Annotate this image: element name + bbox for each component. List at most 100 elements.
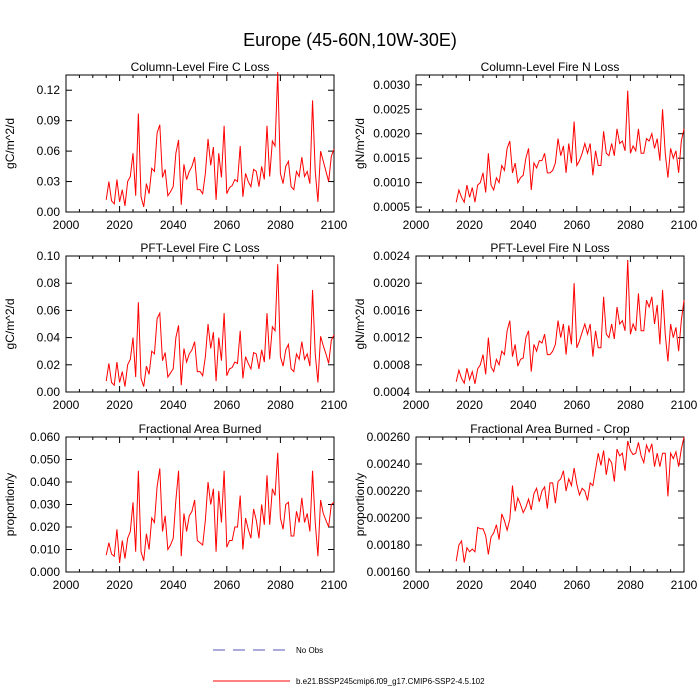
x-tick-label: 2020	[106, 578, 133, 592]
y-tick-label: 0.00260	[367, 430, 411, 444]
panel-title: Fractional Area Burned	[139, 422, 262, 436]
x-tick-label: 2020	[106, 398, 133, 412]
x-tick-label: 2040	[510, 218, 537, 232]
x-tick-label: 2040	[160, 578, 187, 592]
y-tick-label: 0.0016	[373, 303, 410, 317]
x-tick-label: 2000	[53, 218, 80, 232]
legend-series-label: b.e21.BSSP245cmip6.f09_g17.CMIP6-SSP2-4.…	[296, 677, 485, 686]
series-line-1	[105, 71, 335, 208]
panel-title: PFT-Level Fire N Loss	[490, 241, 609, 255]
x-tick-label: 2040	[510, 578, 537, 592]
y-axis-label: proportion/y	[3, 473, 17, 536]
y-tick-label: 0.00	[37, 385, 61, 399]
series-line-1	[455, 90, 685, 204]
y-axis-label: gC/m^2/d	[3, 118, 17, 169]
y-tick-label: 0.020	[30, 520, 60, 534]
plot-frame	[415, 255, 685, 393]
x-tick-label: 2040	[510, 398, 537, 412]
y-axis-label: proportion/y	[353, 473, 367, 536]
y-tick-label: 0.0020	[373, 276, 410, 290]
y-tick-label: 0.0010	[373, 176, 410, 190]
y-tick-label: 0.030	[30, 498, 60, 512]
y-tick-label: 0.0005	[373, 200, 410, 214]
chart-panels: Column-Level Fire C Loss gC/m^2/d 2000 2020…	[3, 60, 698, 592]
y-tick-label: 0.050	[30, 453, 60, 467]
x-tick-label: 2100	[321, 398, 348, 412]
series-line-1	[455, 436, 685, 563]
y-tick-label: 0.000	[30, 565, 60, 579]
x-tick-label: 2100	[321, 578, 348, 592]
y-tick-label: 0.00200	[367, 511, 411, 525]
x-tick-label: 2000	[403, 578, 430, 592]
y-tick-label: 0.06	[37, 144, 61, 158]
x-tick-label: 2080	[617, 398, 644, 412]
legend-no-obs-label: No Obs	[296, 646, 323, 655]
x-tick-label: 2080	[617, 578, 644, 592]
y-tick-label: 0.00220	[367, 484, 411, 498]
x-tick-label: 2040	[160, 398, 187, 412]
y-axis-label: gC/m^2/d	[3, 299, 17, 350]
y-tick-label: 0.00160	[367, 565, 411, 579]
panel-title: Column-Level Fire C Loss	[131, 60, 270, 74]
chart-panel-2: Column-Level Fire N Loss gN/m^2/d 2000 2020…	[353, 60, 698, 232]
series-line-1	[455, 260, 685, 385]
y-axis-label: gN/m^2/d	[353, 118, 367, 169]
x-tick-label: 2040	[160, 218, 187, 232]
plot-frame	[415, 74, 685, 213]
x-tick-label: 2100	[671, 578, 698, 592]
x-tick-label: 2020	[106, 218, 133, 232]
y-tick-label: 0.04	[37, 331, 61, 345]
x-tick-label: 2020	[456, 578, 483, 592]
y-axis-label: gN/m^2/d	[353, 299, 367, 350]
series-line-1	[105, 264, 335, 387]
x-tick-label: 2100	[671, 398, 698, 412]
x-tick-label: 2100	[321, 218, 348, 232]
x-tick-label: 2020	[456, 398, 483, 412]
chart-panel-5: Fractional Area Burned proportion/y 2000 20…	[3, 422, 348, 592]
y-tick-label: 0.0030	[373, 78, 410, 92]
panel-title: PFT-Level Fire C Loss	[140, 241, 259, 255]
y-tick-label: 0.10	[37, 249, 61, 263]
y-tick-label: 0.00	[37, 205, 61, 219]
plot-frame	[65, 436, 335, 573]
y-tick-label: 0.0015	[373, 151, 410, 165]
x-tick-label: 2080	[617, 218, 644, 232]
y-tick-label: 0.010	[30, 543, 60, 557]
y-tick-label: 0.00180	[367, 538, 411, 552]
y-tick-label: 0.03	[37, 175, 61, 189]
plot-frame	[65, 74, 335, 213]
y-tick-label: 0.0008	[373, 358, 410, 372]
y-tick-label: 0.0024	[373, 249, 410, 263]
y-tick-label: 0.0025	[373, 102, 410, 116]
figure-title: Europe (45-60N,10W-30E)	[243, 30, 457, 50]
x-tick-label: 2060	[213, 218, 240, 232]
x-tick-label: 2060	[563, 398, 590, 412]
plot-frame	[415, 436, 685, 573]
x-tick-label: 2060	[213, 578, 240, 592]
chart-panel-4: PFT-Level Fire N Loss gN/m^2/d 2000 2020 204…	[353, 241, 698, 412]
x-tick-label: 2000	[403, 398, 430, 412]
x-tick-label: 2060	[563, 218, 590, 232]
panel-title: Column-Level Fire N Loss	[481, 60, 620, 74]
legend: No Obs b.e21.BSSP245cmip6.f09_g17.CMIP6-…	[213, 646, 485, 686]
y-tick-label: 0.09	[37, 114, 61, 128]
x-tick-label: 2100	[671, 218, 698, 232]
x-tick-label: 2060	[563, 578, 590, 592]
x-tick-label: 2020	[456, 218, 483, 232]
y-tick-label: 0.12	[37, 83, 61, 97]
x-tick-label: 2080	[267, 218, 294, 232]
y-tick-label: 0.02	[37, 358, 61, 372]
chart-panel-3: PFT-Level Fire C Loss gC/m^2/d 2000 2020 204…	[3, 241, 348, 412]
series-line-1	[105, 452, 335, 564]
x-tick-label: 2000	[53, 578, 80, 592]
chart-panel-1: Column-Level Fire C Loss gC/m^2/d 2000 2020…	[3, 60, 348, 232]
x-tick-label: 2060	[213, 398, 240, 412]
y-tick-label: 0.06	[37, 303, 61, 317]
y-tick-label: 0.08	[37, 276, 61, 290]
y-tick-label: 0.00240	[367, 457, 411, 471]
y-tick-label: 0.0020	[373, 127, 410, 141]
x-tick-label: 2000	[403, 218, 430, 232]
y-tick-label: 0.060	[30, 430, 60, 444]
x-tick-label: 2000	[53, 398, 80, 412]
